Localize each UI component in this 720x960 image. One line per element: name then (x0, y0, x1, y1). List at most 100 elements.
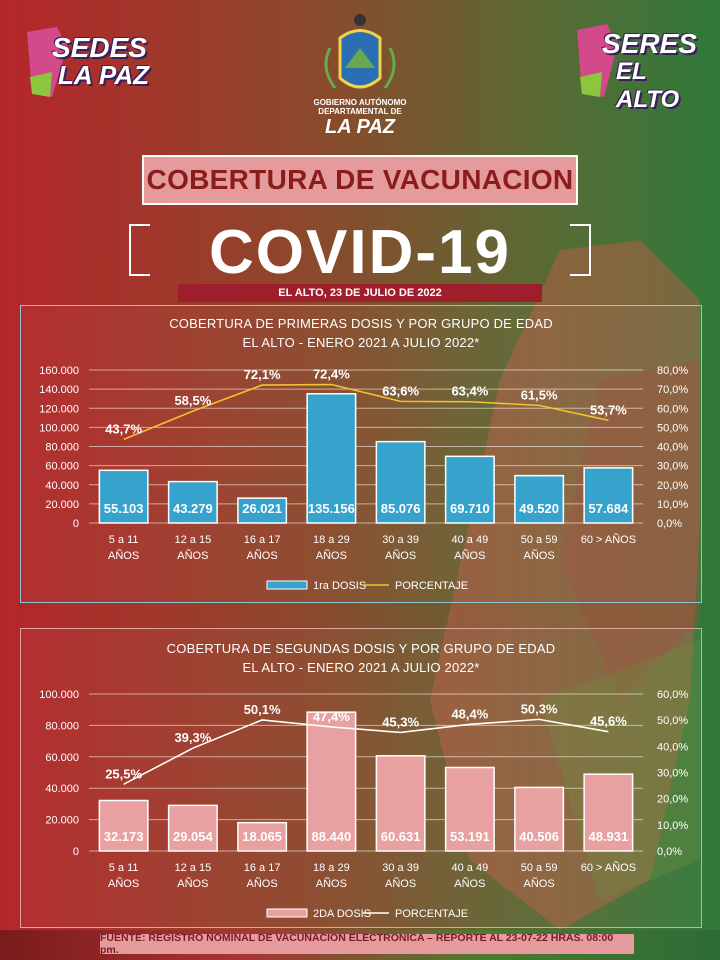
y2-tick-label: 10,0% (657, 499, 688, 511)
y-tick-label: 20.000 (45, 815, 79, 827)
x-tick-label: 16 a 17 (244, 862, 281, 874)
legend-bar-label: 1ra DOSIS (313, 580, 366, 592)
covid-title: COVID-19 (209, 218, 511, 287)
logo-left-line1: SEDES (52, 32, 147, 63)
y-tick-label: 100.000 (39, 422, 79, 434)
chart1-subtitle: EL ALTO - ENERO 2021 A JULIO 2022* (242, 335, 480, 350)
bar-value-label: 48.931 (588, 829, 628, 844)
line-value-label: 53,7% (590, 402, 627, 417)
bar-value-label: 88.440 (311, 829, 351, 844)
footer-source: FUENTE: REGISTRO NOMINAL DE VACUNACION E… (100, 932, 634, 956)
y2-tick-label: 0,0% (657, 518, 682, 530)
line-value-label: 61,5% (521, 387, 558, 402)
line-value-label: 63,6% (382, 383, 419, 398)
bar (237, 497, 288, 524)
y2-tick-label: 10,0% (657, 820, 688, 832)
x-tick-label: AÑOS (524, 549, 555, 562)
line-value-label: 25,5% (105, 766, 142, 781)
y2-tick-label: 20,0% (657, 794, 688, 806)
y-tick-label: 60.000 (45, 461, 79, 473)
x-tick-label: AÑOS (316, 549, 347, 562)
crest-label: GOBIERNO AUTÓNOMO DEPARTAMENTAL DE LA PA… (300, 98, 420, 138)
y2-tick-label: 20,0% (657, 480, 688, 492)
line-value-label: 48,4% (451, 706, 488, 721)
x-tick-label: 12 a 15 (175, 862, 212, 874)
line-value-label: 50,3% (521, 701, 558, 716)
x-tick-label: 40 a 49 (452, 862, 489, 874)
percentage-line (123, 718, 609, 785)
y-tick-label: 60.000 (45, 752, 79, 764)
bar (375, 440, 426, 524)
y-tick-label: 80.000 (45, 720, 79, 732)
x-tick-label: 18 a 29 (313, 862, 350, 874)
line-value-label: 72,1% (244, 367, 281, 382)
logo-right-line2: EL ALTO (616, 58, 680, 113)
line-value-label: 45,3% (382, 714, 419, 729)
bar-value-label: 32.173 (104, 829, 144, 844)
x-tick-label: AÑOS (108, 549, 139, 562)
seres-logo: SERES EL ALTO (572, 22, 712, 113)
chart-1: 0 20.000 40.000 60.000 80.000 100.000 120.000 1… (39, 365, 688, 592)
line-value-label: 50,1% (244, 702, 281, 717)
bar-value-label: 40.506 (519, 829, 559, 844)
y2-tick-label: 70,0% (657, 384, 688, 396)
y-tick-label: 160.000 (39, 365, 79, 377)
legend-bar-label: 2DA DOSIS (313, 908, 371, 920)
legend-line-label: PORCENTAJE (395, 908, 468, 920)
logo-left-line2: LA PAZ (58, 60, 149, 90)
y-tick-label: 140.000 (39, 384, 79, 396)
y-tick-label: 0 (73, 518, 79, 530)
line-value-label: 63,4% (451, 384, 488, 399)
y-tick-label: 40.000 (45, 783, 79, 795)
line-value-label: 58,5% (174, 393, 211, 408)
chart-2: 0 20.000 40.000 60.000 80.000 100.000 0,0% 10,0… (39, 689, 688, 920)
y-tick-label: 0 (73, 846, 79, 858)
x-tick-label: 50 a 59 (521, 862, 558, 874)
chart2-title: COBERTURA DE SEGUNDAS DOSIS Y POR GRUPO … (166, 641, 556, 656)
y2-tick-label: 30,0% (657, 461, 688, 473)
chart1-title: COBERTURA DE PRIMERAS DOSIS Y POR GRUPO … (169, 316, 553, 331)
x-tick-label: AÑOS (177, 549, 208, 562)
y-tick-label: 40.000 (45, 480, 79, 492)
x-tick-label: 50 a 59 (521, 534, 558, 546)
line-value-label: 47,4% (313, 709, 350, 724)
bar-value-label: 69.710 (450, 501, 490, 516)
bar-value-label: 55.103 (104, 501, 144, 516)
sedes-logo: SEDES LA PAZ (22, 22, 162, 102)
y2-tick-label: 40,0% (657, 741, 688, 753)
bar (514, 786, 565, 852)
x-tick-label: 60 > AÑOS (581, 861, 636, 874)
x-tick-label: AÑOS (108, 877, 139, 890)
logo-right-line1: SERES (602, 28, 697, 59)
legend-bar-swatch (266, 580, 308, 590)
bar-value-label: 53.191 (450, 829, 490, 844)
y-tick-label: 80.000 (45, 442, 79, 454)
legend-line-label: PORCENTAJE (395, 580, 468, 592)
bar-value-label: 29.054 (173, 829, 214, 844)
x-tick-label: AÑOS (247, 877, 278, 890)
chart-panel-2: COBERTURA DE SEGUNDAS DOSIS Y POR GRUPO … (20, 628, 702, 928)
x-tick-label: 60 > AÑOS (581, 533, 636, 546)
bar (306, 393, 357, 524)
line-value-label: 45,6% (590, 714, 627, 729)
line-value-label: 72,4% (313, 367, 350, 382)
chart-panel-1: COBERTURA DE PRIMERAS DOSIS Y POR GRUPO … (20, 305, 702, 603)
bar-value-label: 85.076 (381, 501, 421, 516)
x-tick-label: 40 a 49 (452, 534, 489, 546)
crest-line2: DEPARTAMENTAL DE (318, 107, 402, 116)
bar (167, 480, 218, 524)
x-tick-label: 12 a 15 (175, 534, 212, 546)
chart2-subtitle: EL ALTO - ENERO 2021 A JULIO 2022* (242, 660, 480, 675)
y2-tick-label: 50,0% (657, 715, 688, 727)
y2-tick-label: 0,0% (657, 846, 682, 858)
date-bar: EL ALTO, 23 DE JULIO DE 2022 (178, 284, 542, 302)
x-tick-label: AÑOS (316, 877, 347, 890)
bar-value-label: 18.065 (242, 829, 282, 844)
bar (167, 804, 218, 852)
bar (375, 755, 426, 852)
bar (583, 773, 634, 852)
y2-tick-label: 30,0% (657, 768, 688, 780)
bar-value-label: 57.684 (588, 501, 629, 516)
x-tick-label: AÑOS (385, 549, 416, 562)
